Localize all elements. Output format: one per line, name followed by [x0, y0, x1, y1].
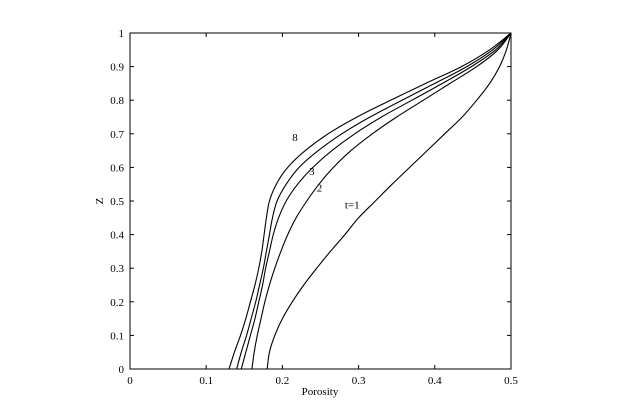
series-line-3: [240, 32, 512, 370]
y-tick-label: 0: [119, 364, 125, 376]
x-tick-label: 0.5: [504, 375, 518, 387]
curves-group: [228, 32, 512, 370]
series-line-5: [228, 32, 512, 370]
series-label: 8: [292, 132, 298, 144]
y-tick-label: 0.3: [110, 263, 124, 275]
x-tick-label: 0.4: [428, 375, 442, 387]
y-axis-label: Z: [94, 197, 106, 204]
series-label: 3: [309, 166, 315, 178]
y-tick-label: 0.6: [110, 162, 124, 174]
x-tick-label: 0.1: [199, 375, 213, 387]
y-tick-label: 0.5: [110, 196, 124, 208]
y-tick-label: 0.4: [110, 230, 124, 242]
y-tick-label: 0.2: [110, 297, 124, 309]
y-tick-label: 0.8: [110, 95, 124, 107]
x-tick-label: 0.3: [352, 375, 366, 387]
y-tick-label: 0.7: [110, 129, 124, 141]
ticks-group: 0 0.1 0.2 0.3 0.4 0.5 0 0.1 0.2 0.3 0.4 0.5 0.6 0.7 0.…: [110, 28, 518, 387]
curve-labels-group: t=1 23 8: [292, 132, 359, 211]
series-label: 2: [317, 183, 323, 195]
series-line-2: [251, 32, 512, 370]
x-tick-label: 0.2: [276, 375, 290, 387]
y-tick-label: 1: [119, 28, 125, 40]
y-tick-label: 0.9: [110, 62, 124, 74]
plot-frame: [129, 32, 512, 370]
series-line-4: [236, 32, 512, 370]
x-axis-label: Porosity: [302, 386, 339, 398]
series-line-1: [266, 32, 512, 370]
x-tick-label: 0: [127, 375, 133, 387]
y-tick-label: 0.1: [110, 330, 124, 342]
series-label: t=1: [345, 199, 360, 211]
